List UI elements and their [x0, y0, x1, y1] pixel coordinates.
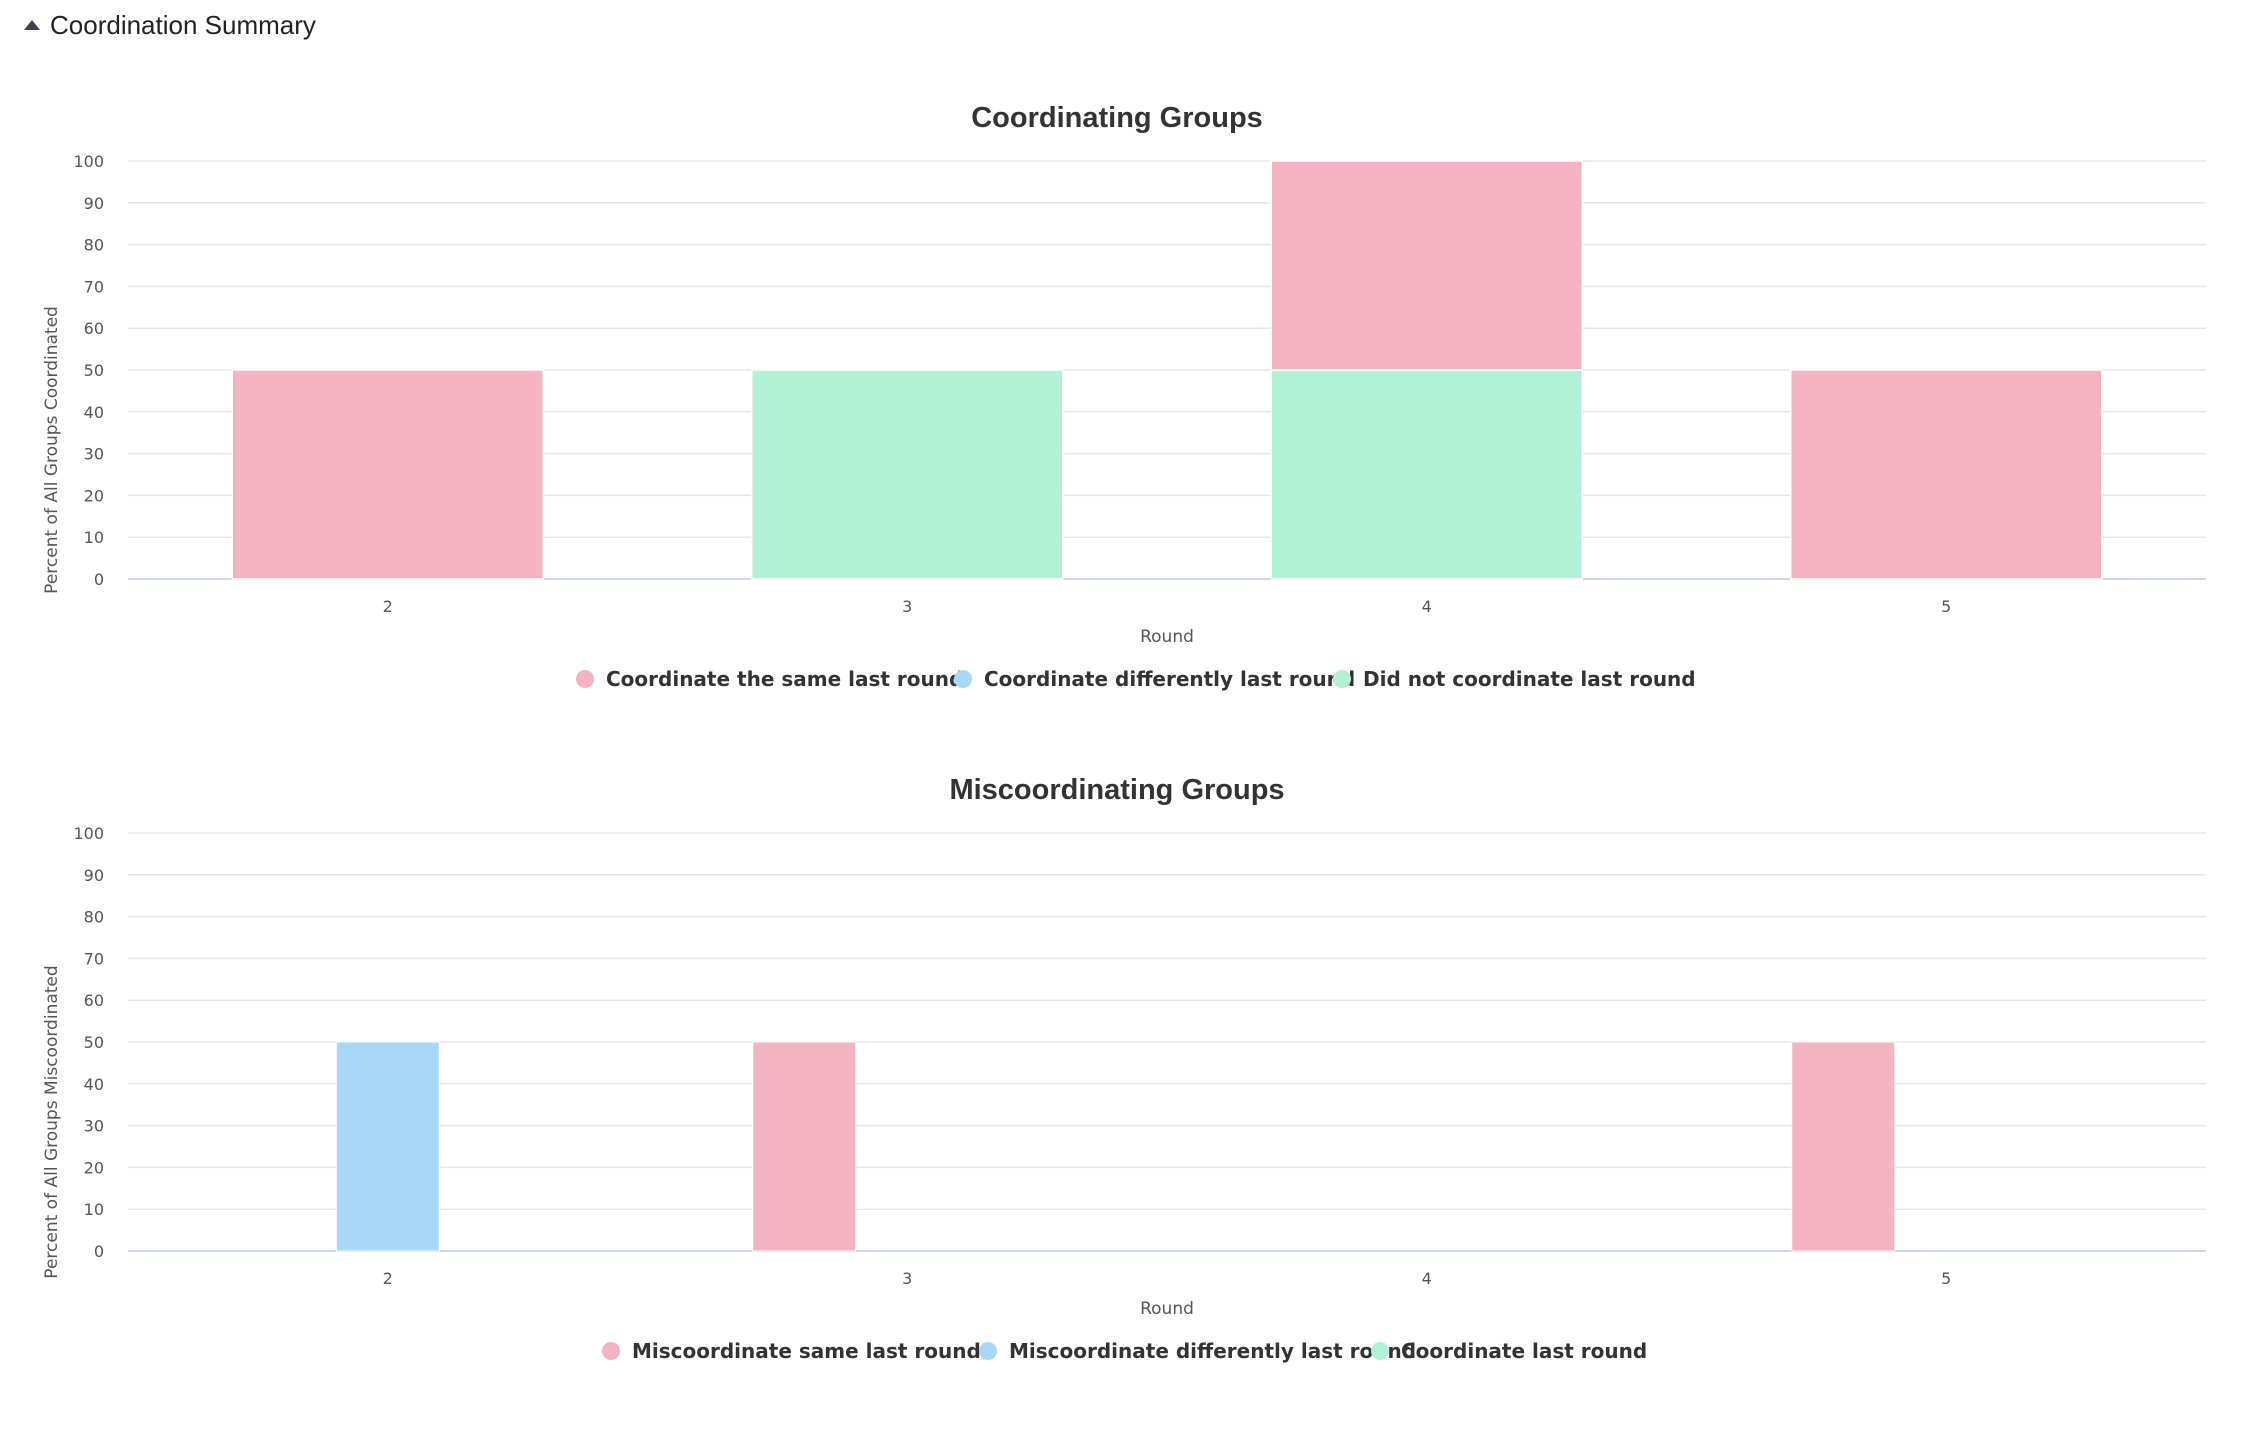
- y-axis-label: Percent of All Groups Miscoordinated: [42, 965, 62, 1278]
- y-tick-label: 0: [94, 570, 104, 589]
- legend-label: Miscoordinate same last round: [632, 1339, 981, 1363]
- x-tick-label: 2: [383, 597, 393, 616]
- miscoordinating-groups-chart: Miscoordinating Groups 0 10 20 30 40 50 60 70 80 9…: [42, 774, 2206, 1363]
- x-tick-label: 4: [1422, 1269, 1432, 1288]
- legend-label: Did not coordinate last round: [1363, 667, 1696, 691]
- legend-item-miscoordinate-same-last-round[interactable]: Miscoordinate same last round: [602, 1339, 981, 1363]
- legend-label: Miscoordinate differently last round: [1009, 1339, 1416, 1363]
- y-tick-label: 30: [84, 1117, 104, 1136]
- x-tick-label: 3: [902, 1269, 912, 1288]
- y-tick-label: 80: [84, 908, 104, 927]
- legend-item-coordinate-last-round[interactable]: Coordinate last round: [1371, 1339, 1647, 1363]
- y-tick-label: 40: [84, 1075, 104, 1094]
- x-tick-label: 3: [902, 597, 912, 616]
- x-tick-label: 2: [383, 1269, 393, 1288]
- legend-marker: [954, 670, 972, 688]
- y-tick-label: 20: [84, 1158, 104, 1177]
- legend-label: Coordinate the same last round: [606, 667, 963, 691]
- legend-item-miscoordinate-differently-last-round[interactable]: Miscoordinate differently last round: [979, 1339, 1416, 1363]
- legend-marker: [1371, 1342, 1389, 1360]
- y-tick-label: 30: [84, 445, 104, 464]
- legend-marker: [1333, 670, 1351, 688]
- bar-coordinate-the-same-last-round-round-5[interactable]: [1790, 369, 2103, 580]
- y-tick-label: 40: [84, 403, 104, 422]
- y-tick-label: 50: [84, 1033, 104, 1052]
- legend-marker: [576, 670, 594, 688]
- y-tick-label: 90: [84, 194, 104, 213]
- bar-did-not-coordinate-last-round-round-4[interactable]: [1270, 369, 1583, 580]
- bar-coordinate-the-same-last-round-round-2[interactable]: [231, 369, 544, 580]
- y-tick-label: 10: [84, 528, 104, 547]
- y-axis-label: Percent of All Groups Coordinated: [42, 306, 62, 594]
- legend-label: Coordinate differently last round: [984, 667, 1355, 691]
- chart-title: Coordinating Groups: [971, 102, 1263, 134]
- x-axis-label: Round: [1140, 627, 1194, 647]
- y-tick-label: 60: [84, 319, 104, 338]
- x-axis-label: Round: [1140, 1299, 1194, 1319]
- chart-title: Miscoordinating Groups: [949, 774, 1284, 806]
- y-tick-label: 100: [73, 152, 104, 171]
- y-tick-label: 90: [84, 866, 104, 885]
- coordination-summary-toggle[interactable]: Coordination Summary: [24, 8, 316, 42]
- y-tick-label: 50: [84, 361, 104, 380]
- legend-item-did-not-coordinate-last-round[interactable]: Did not coordinate last round: [1333, 667, 1696, 691]
- x-tick-label: 5: [1941, 597, 1951, 616]
- legend-marker: [602, 1342, 620, 1360]
- legend-marker: [979, 1342, 997, 1360]
- bar-coordinate-the-same-last-round-round-4[interactable]: [1270, 160, 1583, 371]
- y-tick-label: 100: [73, 824, 104, 843]
- y-tick-label: 80: [84, 236, 104, 255]
- y-tick-label: 20: [84, 486, 104, 505]
- y-tick-label: 0: [94, 1242, 104, 1261]
- y-tick-label: 70: [84, 949, 104, 968]
- coordinating-groups-chart: Coordinating Groups 0 10 20 30 40 50 60 70 80 90 10…: [42, 102, 2206, 691]
- bar-miscoordinate-same-last-round-round-3[interactable]: [752, 1041, 857, 1252]
- y-tick-label: 10: [84, 1200, 104, 1219]
- legend-item-coordinate-differently-last-round[interactable]: Coordinate differently last round: [954, 667, 1355, 691]
- bar-miscoordinate-same-last-round-round-5[interactable]: [1791, 1041, 1896, 1252]
- panel-title: Coordination Summary: [50, 9, 316, 40]
- bar-miscoordinate-differently-last-round-round-2[interactable]: [335, 1041, 440, 1252]
- y-tick-label: 70: [84, 277, 104, 296]
- legend-label: Coordinate last round: [1401, 1339, 1647, 1363]
- x-tick-label: 5: [1941, 1269, 1951, 1288]
- bar-did-not-coordinate-last-round-round-3[interactable]: [751, 369, 1064, 580]
- legend-item-coordinate-the-same-last-round[interactable]: Coordinate the same last round: [576, 667, 963, 691]
- x-tick-label: 4: [1422, 597, 1432, 616]
- y-tick-label: 60: [84, 991, 104, 1010]
- caret-up-icon: [24, 20, 40, 30]
